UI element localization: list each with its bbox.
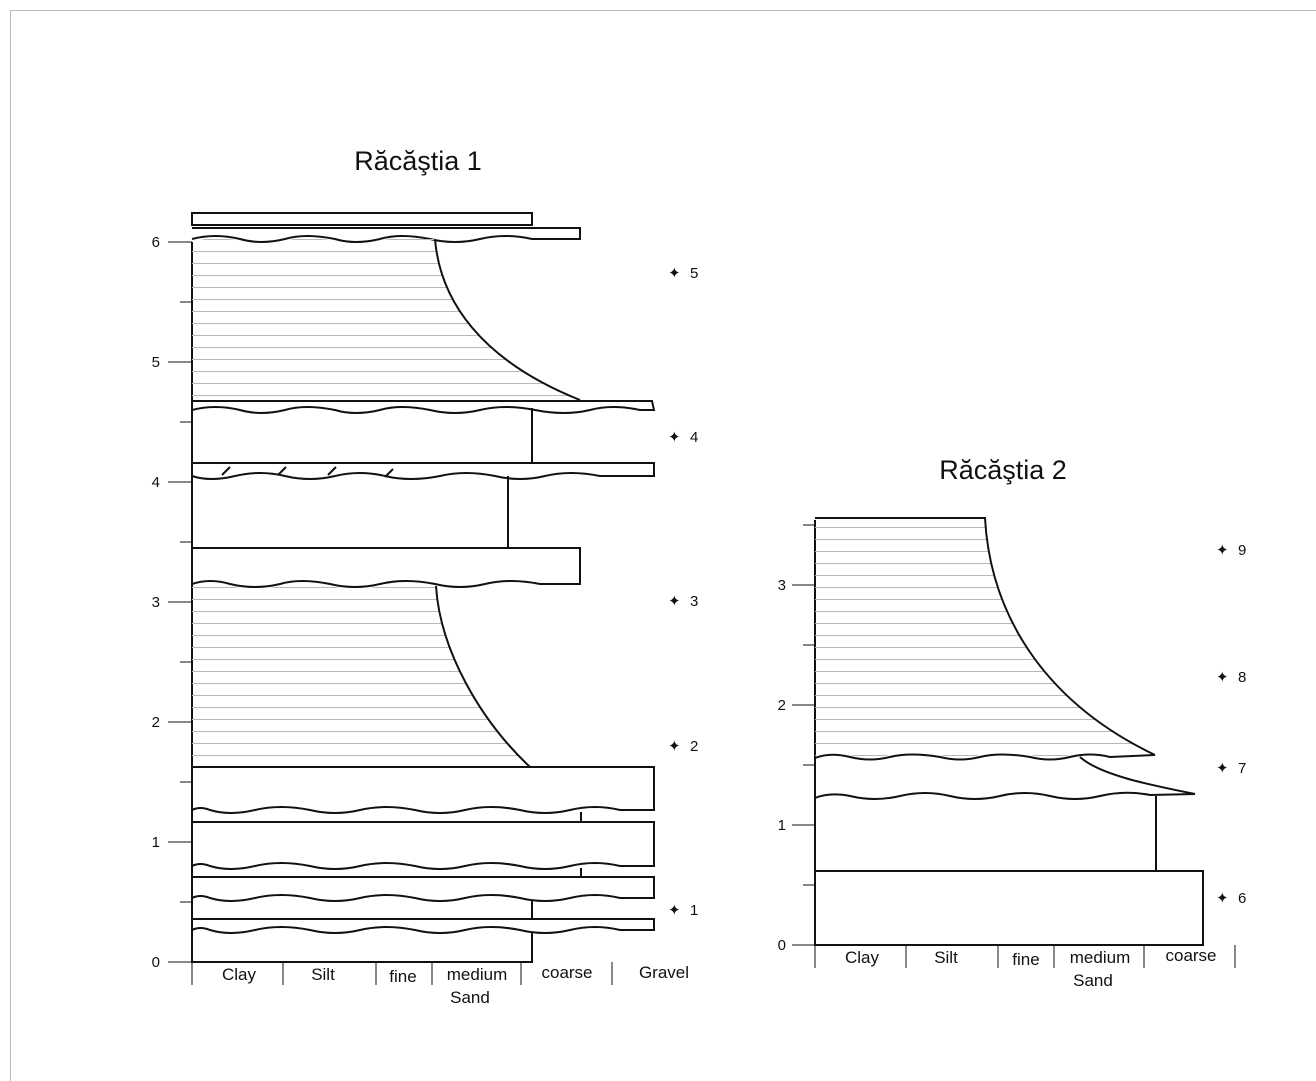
sample-symbol: ✦ (1216, 669, 1229, 686)
layer-top-cap (191, 212, 533, 226)
grain-curve-upper (434, 238, 581, 401)
sample-symbol: ✦ (668, 902, 681, 919)
sample-symbol: ✦ (668, 593, 681, 610)
layer-band-4-6 (191, 400, 656, 414)
layer-band-4-1 (191, 462, 655, 480)
depth-tick-label: 6 (152, 234, 160, 251)
depth-axis: 0 1 2 3 4 5 6 (152, 234, 193, 971)
grain-label-silt: Silt (934, 948, 958, 967)
layer-band-1-6 (191, 766, 655, 814)
layer-band-1-1 (191, 821, 655, 870)
grain-label-medium: medium (447, 965, 507, 984)
layer-fining-upper (192, 237, 580, 400)
sample-symbol: ✦ (1216, 542, 1229, 559)
sample-label: 8 (1238, 669, 1246, 686)
column-racastia-1: Răcăştia 1 0 1 2 3 4 (152, 146, 699, 1007)
grain-label-fine: fine (1012, 950, 1039, 969)
sample-symbol: ✦ (668, 265, 681, 282)
depth-tick-label: 2 (778, 697, 786, 714)
depth-tick-label: 0 (152, 954, 160, 971)
layer-fining-lower (192, 583, 530, 767)
sample-label: 9 (1238, 542, 1246, 559)
grain-label-fine: fine (389, 967, 416, 986)
column-title: Răcăştia 2 (939, 455, 1067, 485)
depth-axis: 0 1 2 3 (778, 520, 816, 954)
sample-label: 3 (690, 593, 698, 610)
grain-label-clay: Clay (222, 965, 257, 984)
grain-label-sand: Sand (450, 988, 490, 1007)
depth-tick-label: 3 (152, 594, 160, 611)
grain-label-coarse: coarse (1165, 946, 1216, 965)
sample-symbol: ✦ (1216, 890, 1229, 907)
column-title: Răcăştia 1 (354, 146, 482, 176)
grain-label-sand: Sand (1073, 971, 1113, 990)
sample-label: 6 (1238, 890, 1246, 907)
layer-base (191, 932, 533, 963)
erosional-contact (814, 753, 1156, 761)
figure-frame (10, 10, 1316, 1081)
depth-tick-label: 1 (778, 817, 786, 834)
depth-tick-label: 2 (152, 714, 160, 731)
grain-size-scale: Clay Silt fine medium coarse Gravel Sand (191, 962, 689, 1007)
depth-tick-label: 0 (778, 937, 786, 954)
depth-tick-label: 1 (152, 834, 160, 851)
layer-band-3-4 (191, 547, 581, 588)
root-traces (221, 466, 394, 478)
grain-label-gravel: Gravel (639, 963, 689, 982)
layer-top-band (191, 227, 581, 243)
sample-symbol: ✦ (668, 429, 681, 446)
layer-band-0-7 (191, 876, 655, 902)
grain-curve (815, 517, 1156, 756)
grain-label-silt: Silt (311, 965, 335, 984)
layer-tapering (814, 756, 1196, 800)
grain-size-scale: Clay Silt fine medium coarse Sand (814, 945, 1236, 990)
grain-label-medium: medium (1070, 948, 1130, 967)
sample-label: 5 (690, 265, 698, 282)
sample-label: 1 (690, 902, 698, 919)
depth-tick-label: 4 (152, 474, 160, 491)
grain-curve-lower (435, 585, 531, 768)
depth-tick-label: 5 (152, 354, 160, 371)
sample-markers: ✦ 6 ✦ 7 ✦ 8 ✦ 9 (1216, 542, 1246, 907)
layer-band-0-3 (191, 918, 655, 934)
sample-symbol: ✦ (668, 738, 681, 755)
sample-markers: ✦ 1 ✦ 2 ✦ 3 ✦ 4 ✦ 5 (668, 265, 698, 919)
column-racastia-2: Răcăştia 2 0 1 2 3 (778, 455, 1247, 990)
sample-symbol: ✦ (1216, 760, 1229, 777)
sample-label: 7 (1238, 760, 1246, 777)
layer-fining (815, 518, 1155, 758)
depth-tick-label: 3 (778, 577, 786, 594)
sample-label: 4 (690, 429, 698, 446)
sample-label: 2 (690, 738, 698, 755)
grain-label-coarse: coarse (541, 963, 592, 982)
layer-base (814, 870, 1204, 946)
grain-label-clay: Clay (845, 948, 880, 967)
